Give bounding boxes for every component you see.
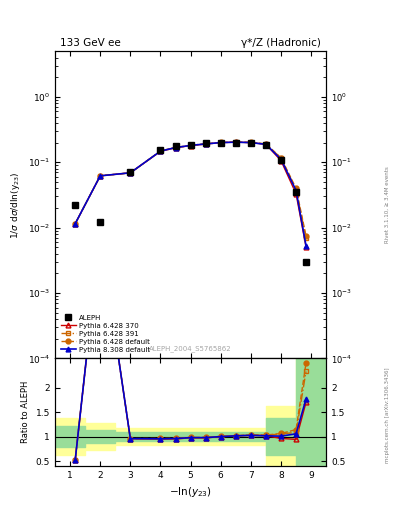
Y-axis label: 1/$\sigma$ d$\sigma$/dln(y$_{23}$): 1/$\sigma$ d$\sigma$/dln(y$_{23}$)	[9, 171, 22, 239]
Text: 133 GeV ee: 133 GeV ee	[61, 38, 121, 48]
Text: γ*/Z (Hadronic): γ*/Z (Hadronic)	[241, 38, 321, 48]
Text: Rivet 3.1.10, ≥ 3.4M events: Rivet 3.1.10, ≥ 3.4M events	[385, 166, 389, 243]
Y-axis label: Ratio to ALEPH: Ratio to ALEPH	[21, 381, 30, 443]
Text: mcplots.cern.ch [arXiv:1306.3436]: mcplots.cern.ch [arXiv:1306.3436]	[385, 367, 389, 462]
Legend: ALEPH, Pythia 6.428 370, Pythia 6.428 391, Pythia 6.428 default, Pythia 8.308 de: ALEPH, Pythia 6.428 370, Pythia 6.428 39…	[59, 312, 152, 355]
X-axis label: $-\ln(y_{23})$: $-\ln(y_{23})$	[169, 485, 212, 499]
Text: ALEPH_2004_S5765862: ALEPH_2004_S5765862	[149, 346, 232, 352]
